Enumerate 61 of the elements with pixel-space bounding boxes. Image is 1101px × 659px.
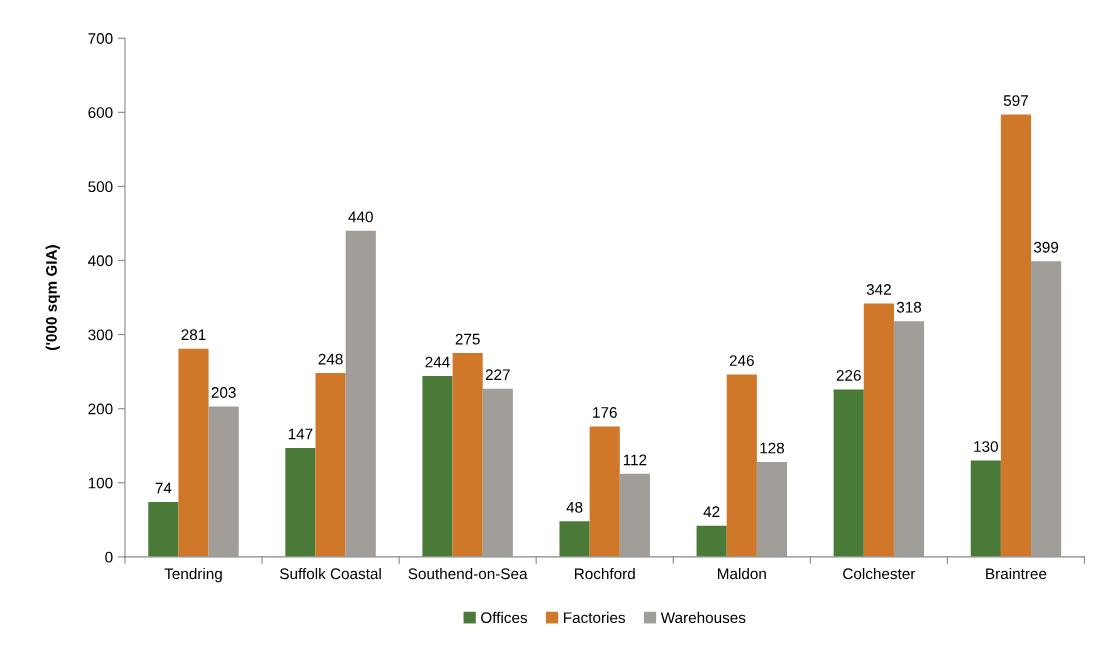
data-label: 227 [485, 369, 510, 380]
y-tick-label: 400 [88, 255, 113, 267]
data-label: 203 [211, 387, 236, 398]
y-tick-label: 0 [105, 551, 113, 563]
bar [863, 303, 894, 557]
bar [482, 388, 513, 557]
bar [178, 348, 209, 557]
legend-label: Factories [564, 611, 626, 624]
data-label: 342 [866, 284, 891, 295]
legend-label: Offices [481, 611, 528, 624]
data-label: 130 [974, 441, 998, 452]
data-label: 42 [703, 506, 720, 518]
bar [208, 406, 239, 557]
data-label: 74 [155, 482, 172, 494]
data-label: 48 [566, 501, 583, 513]
data-label: 112 [623, 454, 647, 466]
x-tick-label: Maldon [718, 567, 766, 580]
bar [893, 321, 925, 557]
bar [726, 374, 757, 557]
y-tick-label: 100 [88, 477, 113, 489]
y-tick-label: 200 [88, 403, 113, 415]
data-label: 147 [288, 428, 313, 440]
y-tick-label: 700 [88, 33, 113, 44]
data-label: 440 [348, 211, 373, 223]
data-label: 281 [181, 329, 206, 341]
data-label: 275 [455, 333, 480, 345]
y-axis-title: ('000 sqm GIA) [45, 245, 60, 350]
legend-label: Warehouses [660, 611, 746, 624]
bar [422, 376, 453, 557]
bar [1000, 114, 1032, 557]
bar [148, 502, 179, 557]
bar [970, 460, 1001, 557]
bar [756, 462, 788, 557]
x-tick-label: Suffolk Coastal [280, 567, 381, 580]
bar [559, 521, 590, 557]
data-label: 246 [729, 355, 754, 367]
data-label: 399 [1033, 241, 1059, 253]
x-tick-label: Braintree [986, 567, 1047, 580]
y-tick-label: 600 [88, 107, 113, 118]
data-label: 318 [896, 301, 922, 313]
data-label: 248 [318, 353, 343, 365]
bar [452, 353, 483, 557]
bar [315, 373, 346, 557]
bar [833, 389, 864, 557]
data-label: 597 [1003, 95, 1028, 106]
bar [589, 426, 620, 557]
x-tick-label: Southend-on-Sea [408, 567, 528, 580]
y-tick-label: 300 [88, 329, 113, 341]
data-label: 226 [836, 370, 861, 381]
y-tick-label: 500 [88, 181, 113, 193]
bar [696, 525, 727, 557]
bar [345, 230, 376, 557]
bar [1031, 261, 1062, 557]
x-tick-label: Colchester [843, 567, 916, 580]
data-label: 128 [760, 442, 785, 454]
x-tick-label: Rochford [574, 567, 635, 580]
bar [619, 473, 650, 557]
bar [285, 447, 316, 557]
data-label: 244 [425, 356, 450, 368]
x-tick-label: Tendring [164, 567, 222, 583]
data-label: 176 [593, 407, 617, 418]
